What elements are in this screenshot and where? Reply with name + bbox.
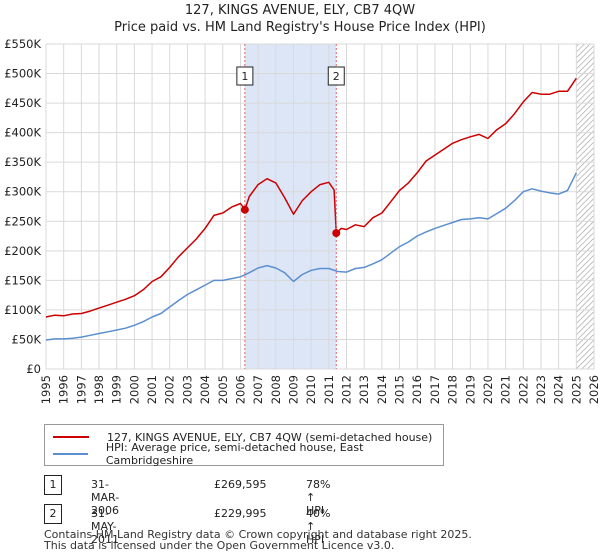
x-tick-label: 2009 [286,375,300,404]
footer: Contains HM Land Registry data © Crown c… [44,529,472,551]
y-tick-label: £500K [4,67,41,81]
y-tick-label: £150K [4,273,41,287]
series-line-hpi [45,172,577,341]
x-tick-label: 2023 [534,375,548,404]
sale-number-badge: 2 [44,504,62,524]
sale-point [332,229,341,238]
price-chart: 1 2 £0 £50K £100K £150K £200K £250K £300K £350K £… [4,37,600,404]
sale-marker-box [236,66,254,86]
sale-date: 31-MAY-2011 [91,507,119,546]
hatched-future-region [576,44,594,369]
y-tick-label: £50K [12,332,42,346]
legend-item-hpi: HPI: Average price, semi-detached house,… [53,441,443,467]
x-tick-label: 2004 [198,375,212,404]
ownership-shade [244,44,337,369]
chart-subtitle: Price paid vs. HM Land Registry's House … [114,20,486,35]
sale-number-badge: 1 [44,475,62,495]
x-tick-label: 2020 [481,375,495,404]
legend-swatch-property [53,436,89,438]
x-tick-label: 2017 [428,375,442,404]
x-tick-label: 2003 [180,375,194,404]
chart-title: 127, KINGS AVENUE, ELY, CB7 4QW [184,3,416,18]
x-tick-label: 2026 [587,375,600,404]
y-tick-label: £200K [4,244,41,258]
y-tick-label: £450K [4,96,41,110]
x-tick-label: 2001 [145,375,159,404]
x-tick-label: 2006 [233,375,247,404]
footer-copyright: Contains HM Land Registry data © Crown c… [44,528,472,541]
x-tick-label: 2005 [216,375,230,404]
x-tick-label: 2013 [357,375,371,404]
legend-item-property: 127, KINGS AVENUE, ELY, CB7 4QW (semi-de… [53,429,432,445]
y-tick-label: £250K [4,214,41,228]
x-tick-label: 1999 [110,375,124,404]
sale-marker-box [327,66,345,86]
footer-licence: This data is licensed under the Open Gov… [44,539,395,552]
x-tick-label: 2010 [304,375,318,404]
x-tick-label: 2018 [446,375,460,404]
sale-point [240,205,249,214]
sale-hpi-change: 78% ↑ HPI [306,478,331,517]
sale-price: £229,995 [214,507,267,520]
y-tick-label: £300K [4,185,41,199]
series-line-property [45,77,577,318]
x-tick-label: 2021 [499,375,513,404]
legend-label-property: 127, KINGS AVENUE, ELY, CB7 4QW (semi-de… [107,430,433,444]
x-tick-label: 2011 [322,375,336,404]
x-tick-label: 2015 [393,375,407,404]
x-tick-label: 2000 [127,375,141,404]
x-tick-label: 1996 [57,375,71,404]
x-tick-label: 2008 [269,375,283,404]
x-tick-label: 1997 [74,375,88,404]
y-tick-label: £400K [4,126,41,140]
x-tick-label: 2024 [552,375,566,404]
x-tick-label: 1998 [92,375,106,404]
legend: 127, KINGS AVENUE, ELY, CB7 4QW (semi-de… [44,424,444,467]
sale-price: £269,595 [214,478,267,491]
x-tick-label: 2002 [163,375,177,404]
y-tick-label: £550K [4,37,41,51]
sale-marker-label: 2 [333,70,340,83]
chart-title-block: 127, KINGS AVENUE, ELY, CB7 4QW Price pa… [0,2,600,36]
x-tick-label: 2012 [340,375,354,404]
sale-date: 31-MAR-2006 [91,478,120,517]
y-tick-label: £0 [26,362,41,376]
x-tick-label: 2025 [569,375,583,404]
y-tick-label: £100K [4,303,41,317]
legend-swatch-hpi [53,453,88,455]
x-tick-label: 2019 [463,375,477,404]
x-tick-label: 2014 [375,375,389,404]
sale-hpi-change: 40% ↑ HPI [306,507,331,546]
x-tick-label: 2016 [410,375,424,404]
y-tick-label: £350K [4,155,41,169]
x-tick-label: 2007 [251,375,265,404]
x-tick-label: 2022 [516,375,530,404]
x-tick-label: 1995 [39,375,53,404]
legend-label-hpi: HPI: Average price, semi-detached house,… [105,441,364,467]
sale-marker-label: 1 [241,70,248,83]
